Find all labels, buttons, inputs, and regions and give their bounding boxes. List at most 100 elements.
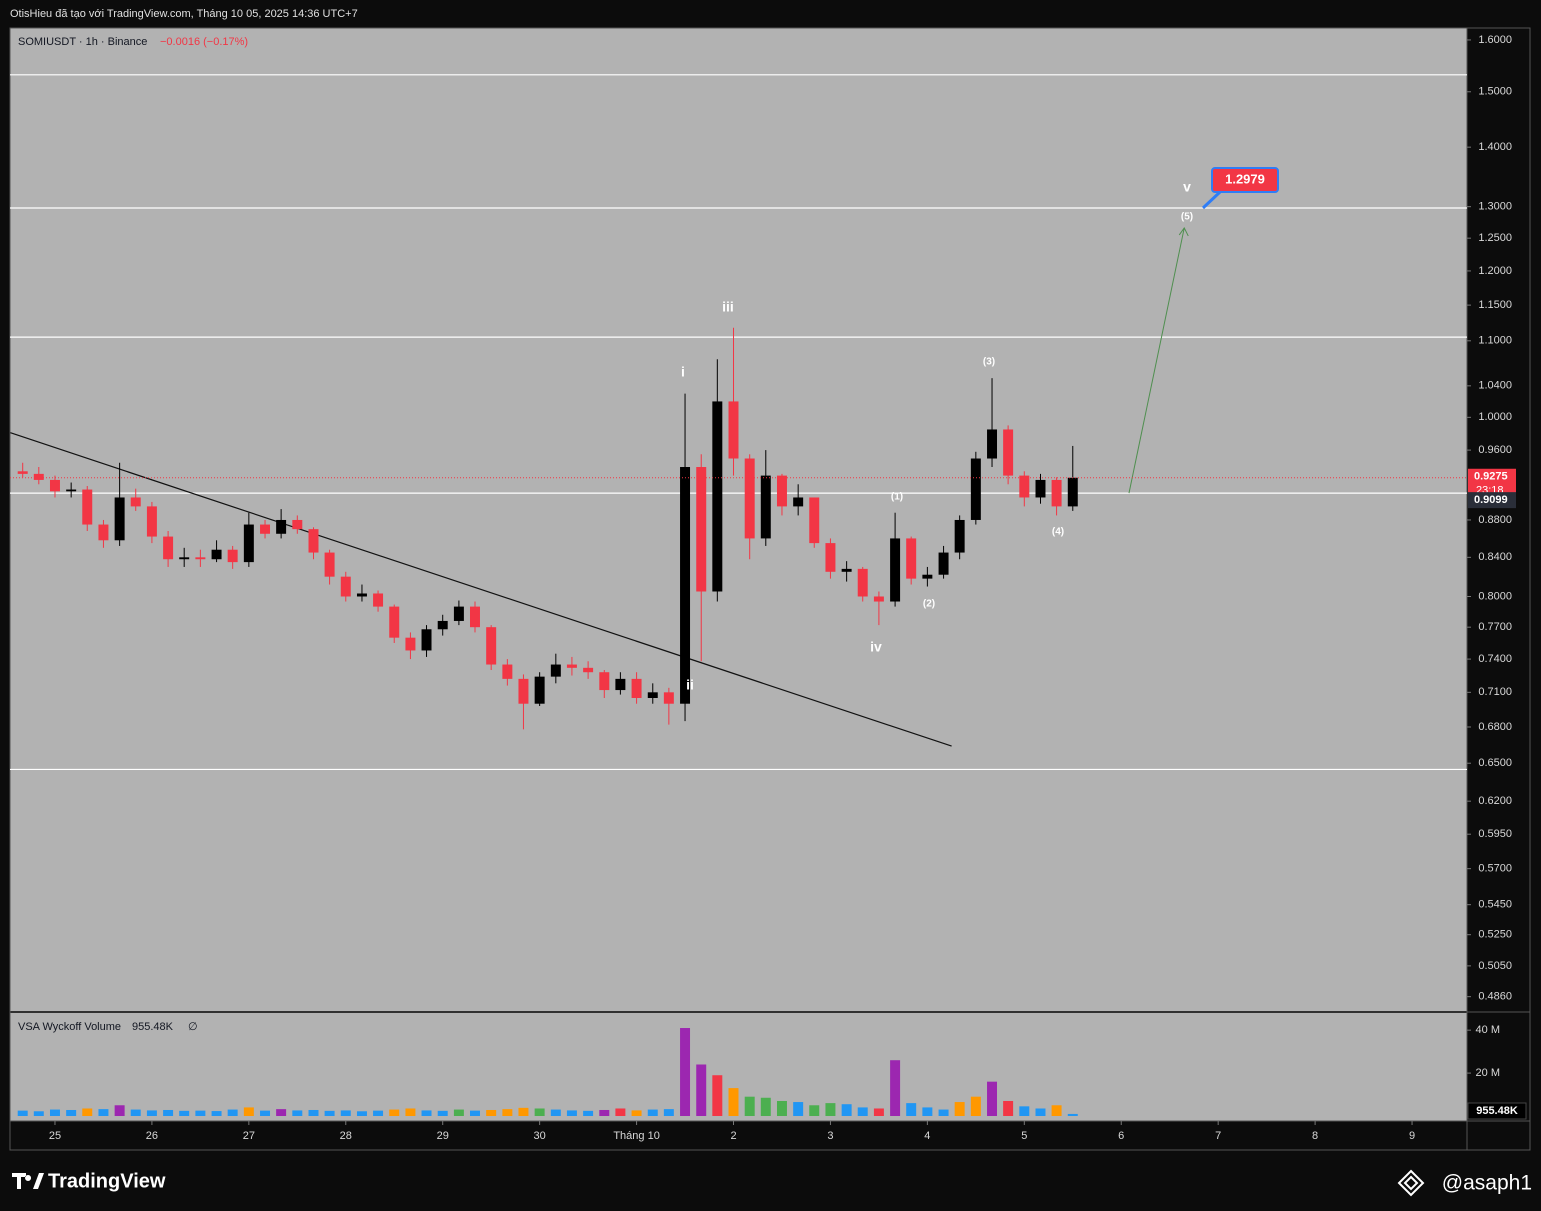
candle-body bbox=[502, 664, 513, 679]
candle-body bbox=[49, 479, 60, 492]
x-tick-label: 28 bbox=[340, 1130, 352, 1142]
volume-bar bbox=[1067, 1113, 1078, 1116]
volume-tick-label: 20 M bbox=[1476, 1067, 1500, 1079]
candle-body bbox=[1019, 475, 1030, 498]
y-tick-label: 0.8400 bbox=[1478, 551, 1512, 563]
logo-icon bbox=[12, 1173, 44, 1189]
volume-bar bbox=[486, 1109, 497, 1116]
volume-bar bbox=[680, 1028, 691, 1116]
volume-bar bbox=[98, 1109, 109, 1116]
y-tick-label: 0.5450 bbox=[1478, 899, 1512, 911]
y-tick-label: 0.6200 bbox=[1478, 795, 1512, 807]
author-icon bbox=[1397, 1169, 1425, 1197]
candle-body bbox=[680, 467, 691, 704]
trendline bbox=[10, 432, 952, 747]
wave-label: v bbox=[1183, 179, 1191, 195]
candle-body bbox=[486, 627, 497, 665]
target-connector bbox=[1201, 190, 1222, 210]
candle-body bbox=[518, 678, 529, 704]
y-tick-label: 0.9600 bbox=[1478, 444, 1512, 456]
y-tick-label: 1.1000 bbox=[1478, 335, 1512, 347]
candle-body bbox=[825, 543, 836, 572]
volume-bar bbox=[841, 1104, 852, 1116]
volume-bar bbox=[1003, 1100, 1014, 1116]
x-tick-label: 3 bbox=[827, 1130, 833, 1142]
candle-body bbox=[534, 676, 545, 704]
wave-label: i bbox=[681, 364, 685, 380]
x-tick-label: 5 bbox=[1021, 1130, 1027, 1142]
volume-bar bbox=[163, 1109, 174, 1116]
volume-bar bbox=[599, 1109, 610, 1116]
candle-body bbox=[114, 497, 125, 541]
candle-body bbox=[33, 473, 44, 480]
x-tick-label: 7 bbox=[1215, 1130, 1221, 1142]
volume-bar bbox=[970, 1096, 981, 1116]
candle-body bbox=[340, 576, 351, 597]
candle-body bbox=[292, 519, 303, 530]
volume-bar bbox=[744, 1096, 755, 1116]
volume-bar bbox=[825, 1103, 836, 1116]
y-tick-label: 0.8800 bbox=[1478, 514, 1512, 526]
candle-body bbox=[356, 593, 367, 597]
candle-body bbox=[987, 429, 998, 459]
candle-body bbox=[324, 552, 335, 577]
volume-pane bbox=[10, 1013, 1467, 1121]
volume-bar bbox=[793, 1102, 804, 1116]
candle-body bbox=[146, 506, 157, 537]
volume-bar bbox=[33, 1111, 44, 1116]
candle-body bbox=[696, 467, 707, 592]
y-tick-label: 1.5000 bbox=[1478, 86, 1512, 98]
volume-bar bbox=[437, 1110, 448, 1116]
wave-label: ii bbox=[686, 677, 694, 693]
candle-body bbox=[793, 497, 804, 507]
y-tick-label: 1.0400 bbox=[1478, 380, 1512, 392]
candle-body bbox=[550, 664, 561, 677]
x-tick-label: 8 bbox=[1312, 1130, 1318, 1142]
y-tick-label: 0.5250 bbox=[1478, 929, 1512, 941]
candle-body bbox=[195, 557, 206, 560]
candle-body bbox=[308, 529, 319, 553]
wave-label: (1) bbox=[891, 492, 903, 503]
volume-bar bbox=[389, 1109, 400, 1116]
volume-bar bbox=[114, 1105, 125, 1116]
volume-badge bbox=[1467, 1102, 1527, 1120]
candle-body bbox=[1003, 429, 1014, 476]
volume-bar bbox=[453, 1109, 464, 1116]
symbol-info: SOMIUSDT · 1h · Binance bbox=[18, 36, 147, 48]
candle-body bbox=[243, 524, 254, 563]
volume-bar bbox=[211, 1111, 222, 1116]
volume-bar bbox=[292, 1110, 303, 1116]
volume-legend-name: VSA Wyckoff Volume bbox=[18, 1021, 121, 1033]
volume-bar bbox=[712, 1075, 723, 1116]
volume-bar bbox=[728, 1088, 739, 1116]
target-box bbox=[1211, 167, 1279, 193]
level-label: 0.9099 bbox=[1474, 494, 1508, 506]
x-tick-label: 6 bbox=[1118, 1130, 1124, 1142]
candle-body bbox=[1035, 479, 1046, 498]
y-tick-label: 0.4860 bbox=[1478, 991, 1512, 1003]
volume-legend-value: 955.48K bbox=[132, 1021, 174, 1033]
x-tick-label: 25 bbox=[49, 1130, 61, 1142]
volume-bar bbox=[922, 1107, 933, 1116]
candle-body bbox=[631, 678, 642, 698]
volume-bar bbox=[195, 1110, 206, 1116]
volume-bar bbox=[566, 1110, 577, 1116]
x-tick-label: 27 bbox=[243, 1130, 255, 1142]
candle-body bbox=[17, 471, 28, 474]
volume-bar bbox=[17, 1110, 28, 1116]
volume-bar bbox=[130, 1109, 141, 1116]
volume-bar bbox=[647, 1109, 658, 1116]
candle-body bbox=[728, 401, 739, 459]
candle-body bbox=[469, 606, 480, 628]
volume-bar bbox=[373, 1110, 384, 1116]
wave-label: (2) bbox=[923, 599, 935, 610]
candle-body bbox=[211, 549, 222, 560]
candle-body bbox=[566, 664, 577, 668]
candle-body bbox=[437, 620, 448, 630]
volume-bar bbox=[179, 1110, 190, 1116]
volume-bar bbox=[308, 1109, 319, 1116]
x-tick-label: 26 bbox=[146, 1130, 158, 1142]
candle-body bbox=[663, 692, 674, 704]
candle-body bbox=[163, 536, 174, 560]
